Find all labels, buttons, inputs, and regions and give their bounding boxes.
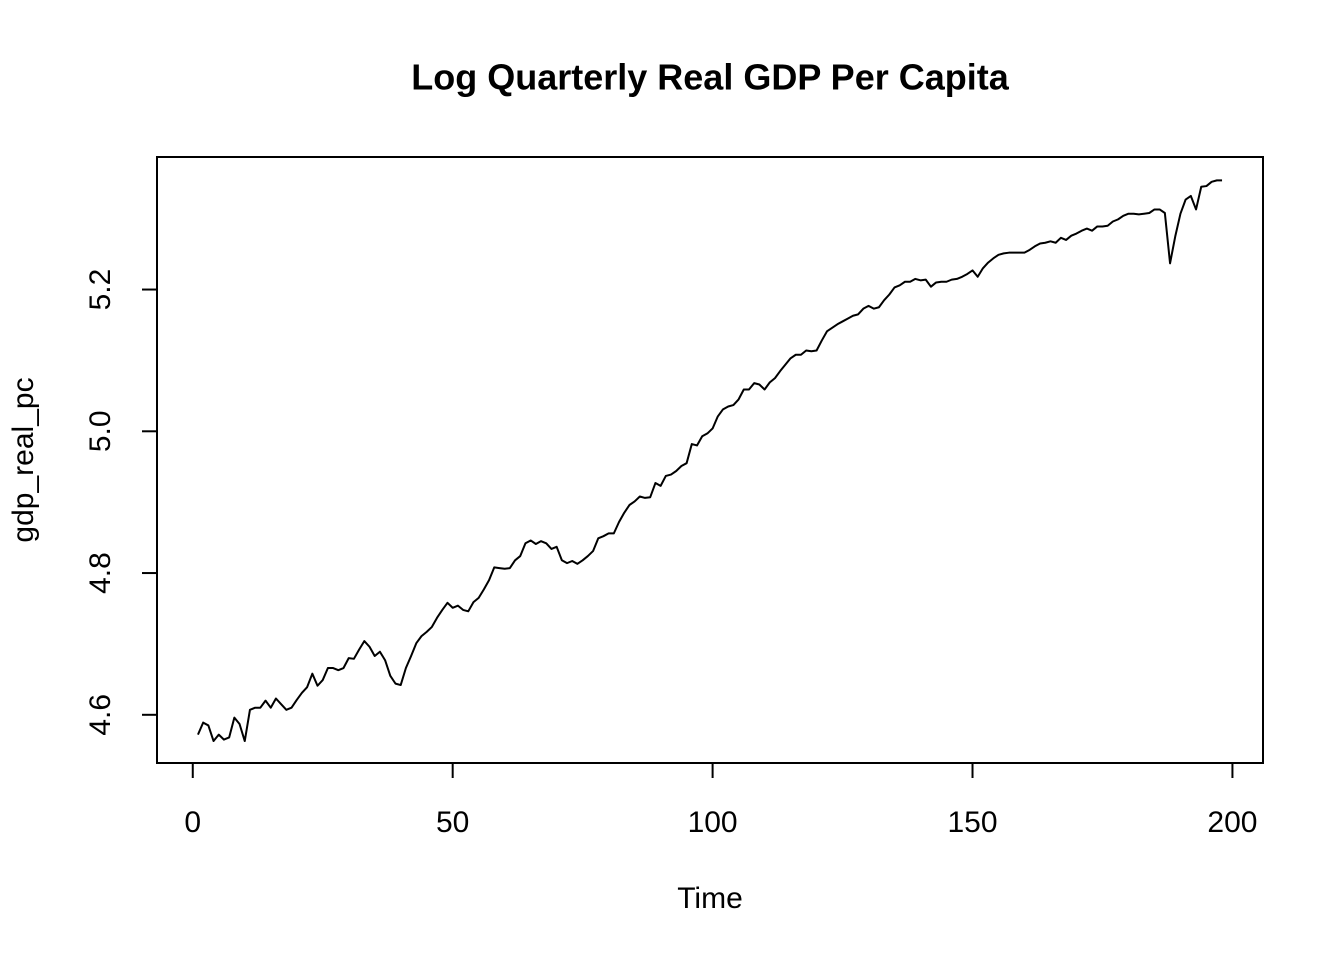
y-axis-label: gdp_real_pc (7, 377, 40, 542)
chart-title: Log Quarterly Real GDP Per Capita (411, 57, 1009, 98)
y-tick-label: 5.0 (84, 410, 117, 452)
x-tick-label: 0 (184, 806, 201, 839)
x-tick-label: 50 (436, 806, 469, 839)
y-tick-label: 4.8 (84, 552, 117, 594)
x-tick-label: 200 (1207, 806, 1257, 839)
x-axis-label: Time (677, 882, 743, 915)
data-line (197, 179, 1223, 743)
y-tick-label: 5.2 (84, 269, 117, 311)
plot-box (156, 156, 1264, 764)
x-tick-label: 100 (688, 806, 738, 839)
y-tick-label: 4.6 (84, 694, 117, 736)
x-tick-label: 150 (947, 806, 997, 839)
